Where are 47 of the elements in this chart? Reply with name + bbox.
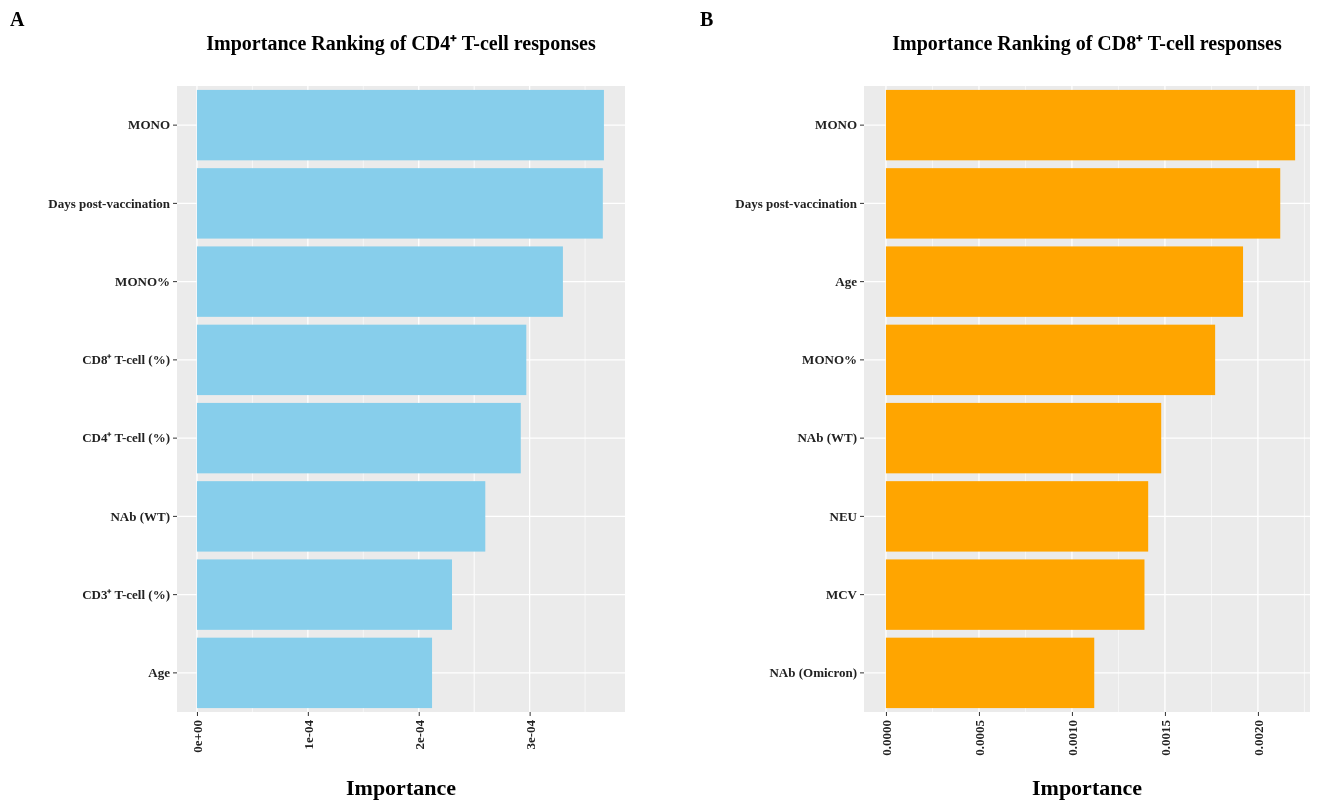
- chart-title: Importance Ranking of CD8⁺ T-cell responses: [892, 32, 1282, 55]
- bar: [196, 246, 563, 317]
- y-tick-label: MONO: [815, 117, 857, 133]
- x-tick-label: 0.0005: [971, 719, 987, 756]
- x-axis-title: Importance: [346, 775, 457, 800]
- bar: [196, 637, 433, 709]
- y-tick-label: CD8⁺ T-cell (%): [82, 352, 170, 368]
- y-tick-label: MONO: [128, 117, 170, 133]
- x-tick-label: 1e-04: [300, 719, 316, 750]
- bar: [885, 481, 1149, 552]
- y-tick-label: MONO%: [115, 273, 170, 289]
- bar: [196, 324, 527, 396]
- x-tick-label: 0e+00: [190, 720, 206, 753]
- y-tick-label: NAb (WT): [110, 508, 170, 524]
- y-tick-label: NAb (WT): [797, 430, 857, 446]
- x-axis-title: Importance: [1032, 775, 1143, 800]
- text: A: [10, 8, 25, 30]
- bar: [885, 89, 1296, 161]
- bar: [885, 168, 1281, 239]
- bar: [196, 168, 603, 239]
- x-tick-label: 0.0000: [879, 720, 894, 756]
- bar: [196, 559, 453, 630]
- x-tick-label: 0.0020: [1250, 720, 1266, 756]
- text: B: [700, 8, 714, 30]
- chart-title: Importance Ranking of CD4⁺ T-cell responses: [206, 32, 596, 55]
- bar: [885, 402, 1162, 474]
- bar: [885, 246, 1244, 317]
- x-tick-label: 3e-04: [522, 719, 538, 750]
- bar: [885, 637, 1095, 709]
- y-tick-label: CD4⁺ T-cell (%): [82, 430, 170, 446]
- y-tick-label: Days post-vaccination: [48, 195, 171, 211]
- y-tick-label: NAb (Omicron): [769, 665, 857, 681]
- bar: [196, 402, 521, 474]
- y-tick-label: NEU: [829, 508, 858, 524]
- y-tick-label: MCV: [825, 586, 858, 602]
- x-tick-label: 2e-04: [411, 719, 427, 750]
- y-tick-label: CD3⁺ T-cell (%): [82, 586, 170, 602]
- x-tick-label: 0.0010: [1064, 720, 1080, 756]
- bar: [196, 481, 486, 552]
- bar: [885, 559, 1145, 630]
- bar: [885, 324, 1216, 396]
- bar: [196, 89, 604, 161]
- y-tick-label: MONO%: [802, 352, 857, 368]
- x-tick-label: 0.0015: [1157, 719, 1173, 756]
- y-tick-label: Days post-vaccination: [735, 195, 858, 211]
- y-tick-label: Age: [148, 665, 171, 681]
- y-tick-label: Age: [835, 273, 858, 289]
